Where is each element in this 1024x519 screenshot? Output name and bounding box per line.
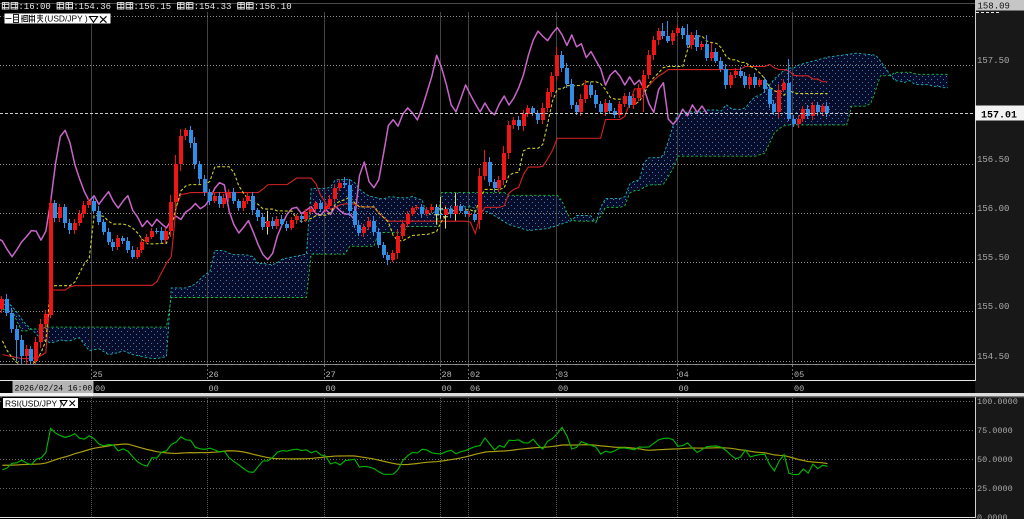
svg-text:00: 00: [558, 384, 568, 394]
svg-text:05: 05: [794, 370, 804, 380]
svg-text:154.50: 154.50: [977, 352, 1009, 362]
svg-text::156.15: :156.15: [133, 2, 171, 12]
svg-text::16:00: :16:00: [18, 2, 50, 12]
svg-text:0.0000: 0.0000: [977, 513, 1008, 519]
svg-text:28: 28: [442, 370, 452, 380]
svg-text:00: 00: [95, 384, 105, 394]
svg-text:158.09: 158.09: [978, 2, 1010, 12]
svg-text:00: 00: [679, 384, 689, 394]
svg-text:00: 00: [326, 384, 336, 394]
svg-text::154.36: :154.36: [73, 2, 111, 12]
svg-text:00: 00: [794, 384, 804, 394]
svg-text:00: 00: [209, 384, 219, 394]
svg-text:(USD/JPY ): (USD/JPY ): [45, 14, 88, 24]
svg-text:156.00: 156.00: [977, 204, 1009, 214]
svg-text:RSI(USD/JPY ): RSI(USD/JPY ): [5, 399, 62, 409]
svg-text:06: 06: [470, 384, 480, 394]
svg-text::154.33: :154.33: [194, 2, 232, 12]
svg-text:100.0000: 100.0000: [977, 397, 1018, 407]
svg-text:155.00: 155.00: [977, 302, 1009, 312]
svg-text:00: 00: [442, 384, 452, 394]
svg-text:50.0000: 50.0000: [977, 455, 1013, 465]
svg-text:26: 26: [209, 370, 219, 380]
svg-text:75.0000: 75.0000: [977, 426, 1013, 436]
svg-text:03: 03: [558, 370, 568, 380]
svg-text:27: 27: [326, 370, 336, 380]
svg-text:02: 02: [470, 370, 480, 380]
svg-text:2026/02/24 16:00: 2026/02/24 16:00: [15, 385, 93, 394]
svg-text::156.10: :156.10: [254, 2, 292, 12]
svg-text:156.50: 156.50: [977, 155, 1009, 165]
svg-text:25: 25: [93, 370, 103, 380]
svg-text:25.0000: 25.0000: [977, 484, 1013, 494]
svg-text:157.50: 157.50: [977, 56, 1009, 66]
svg-text:157.01: 157.01: [981, 111, 1017, 122]
svg-text:155.50: 155.50: [977, 253, 1009, 263]
svg-text:04: 04: [679, 370, 689, 380]
